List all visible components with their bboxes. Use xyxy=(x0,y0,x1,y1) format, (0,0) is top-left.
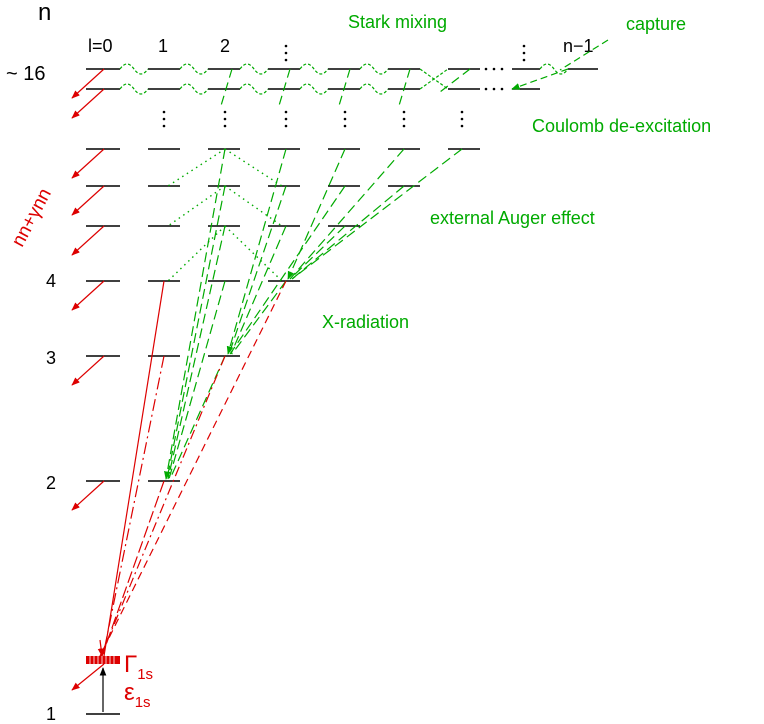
gamma-sub: 1s xyxy=(137,666,153,683)
stark-mixing-label: Stark mixing xyxy=(348,12,447,32)
gamma-main: Γ xyxy=(124,651,137,678)
epsilon-sub: 1s xyxy=(135,694,151,711)
nn-decay-arrows xyxy=(71,68,105,691)
vertical-ellipsis-dots xyxy=(162,44,526,128)
n-label-1: 1 xyxy=(46,704,56,724)
n-label-3: 3 xyxy=(46,348,56,368)
l-label-0: l=0 xyxy=(88,36,113,56)
stark-mixing-wiggles xyxy=(119,63,569,95)
broadened-1s-level xyxy=(86,656,120,664)
epsilon-main: ε xyxy=(124,679,135,706)
auger-label: external Auger effect xyxy=(430,208,595,228)
n-top-label: ~ 16 xyxy=(6,63,45,85)
coulomb-label: Coulomb de-excitation xyxy=(532,116,711,136)
energy-levels xyxy=(86,68,598,715)
n-axis-label: n xyxy=(38,0,51,26)
auger-dotted-lines xyxy=(167,148,283,282)
l-label-n-1: n−1 xyxy=(563,36,594,56)
xray-dashed-lines xyxy=(164,148,463,480)
l-label-1: 1 xyxy=(158,36,168,56)
epsilon-1s-label: ε1s xyxy=(124,679,151,711)
xray-label: X-radiation xyxy=(322,312,409,332)
broadened-1s-hatching xyxy=(89,656,115,664)
gamma-1s-label: Γ1s xyxy=(124,651,153,683)
red-xray-lines xyxy=(99,280,287,657)
n-label-4: 4 xyxy=(46,271,56,291)
red-xray-arrowheads xyxy=(97,639,105,657)
n-label-2: 2 xyxy=(46,473,56,493)
capture-label: capture xyxy=(626,14,686,34)
coulomb-deexcitation-lines xyxy=(219,68,471,110)
nn-label: nn+γnn xyxy=(8,185,56,250)
capture-lines xyxy=(511,39,609,90)
l-label-2: 2 xyxy=(220,36,230,56)
